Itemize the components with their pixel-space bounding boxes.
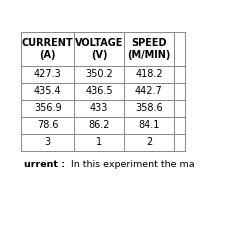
Text: 350.2: 350.2: [85, 70, 113, 79]
Text: 435.4: 435.4: [34, 86, 62, 97]
Text: 436.5: 436.5: [85, 86, 113, 97]
Text: SPEED
(M/MIN): SPEED (M/MIN): [127, 38, 171, 60]
Text: VOLTAGE
(V): VOLTAGE (V): [75, 38, 123, 60]
Text: 418.2: 418.2: [135, 70, 163, 79]
Text: 86.2: 86.2: [88, 120, 110, 130]
Text: 1: 1: [96, 137, 102, 147]
Text: 84.1: 84.1: [138, 120, 160, 130]
Text: urrent :: urrent :: [24, 160, 65, 169]
Text: 78.6: 78.6: [37, 120, 58, 130]
Text: 442.7: 442.7: [135, 86, 163, 97]
Text: CURRENT
(A): CURRENT (A): [22, 38, 74, 60]
Text: 358.6: 358.6: [135, 104, 163, 113]
Text: 427.3: 427.3: [34, 70, 62, 79]
Text: 3: 3: [45, 137, 51, 147]
Text: 356.9: 356.9: [34, 104, 62, 113]
Text: 433: 433: [90, 104, 108, 113]
Text: In this experiment the ma: In this experiment the ma: [65, 160, 194, 169]
Text: 2: 2: [146, 137, 152, 147]
